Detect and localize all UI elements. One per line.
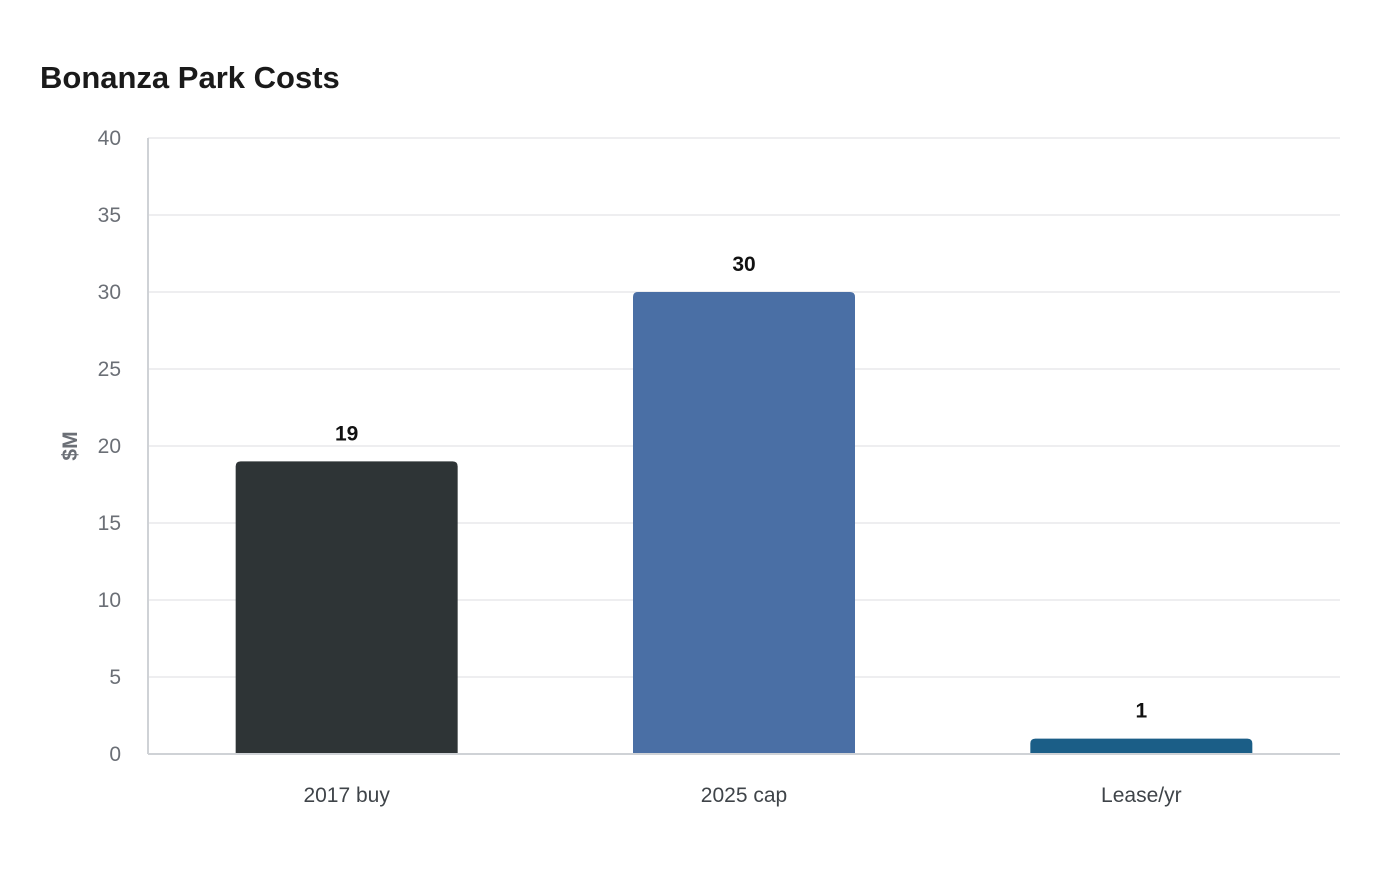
y-tick-label: 25 [98,358,121,381]
y-tick-label: 35 [98,204,121,227]
bar-value-label: 1 [1135,700,1147,723]
bar-value-label: 19 [335,422,358,445]
bars [235,292,1253,754]
value-labels: 19 30 1 [335,253,1148,723]
y-tick-label: 15 [98,512,121,535]
y-tick-label: 20 [98,435,121,458]
y-tick-label: 40 [98,127,121,150]
chart-title: Bonanza Park Costs [40,60,340,95]
x-category-label: 2017 buy [303,784,390,807]
x-axis-categories: 2017 buy 2025 cap Lease/yr [303,784,1181,807]
bar-value-label: 30 [732,253,755,276]
bar [633,292,855,754]
y-axis-ticks: 0 5 10 15 20 25 30 35 40 [98,127,121,766]
y-tick-label: 10 [98,589,121,612]
bar [235,461,458,754]
bar [1030,738,1253,754]
x-category-label: 2025 cap [701,784,787,807]
x-category-label: Lease/yr [1101,784,1182,807]
y-tick-label: 5 [109,666,121,689]
y-tick-label: 30 [98,281,121,304]
y-axis-title: $M [59,431,82,460]
y-tick-label: 0 [109,743,121,766]
